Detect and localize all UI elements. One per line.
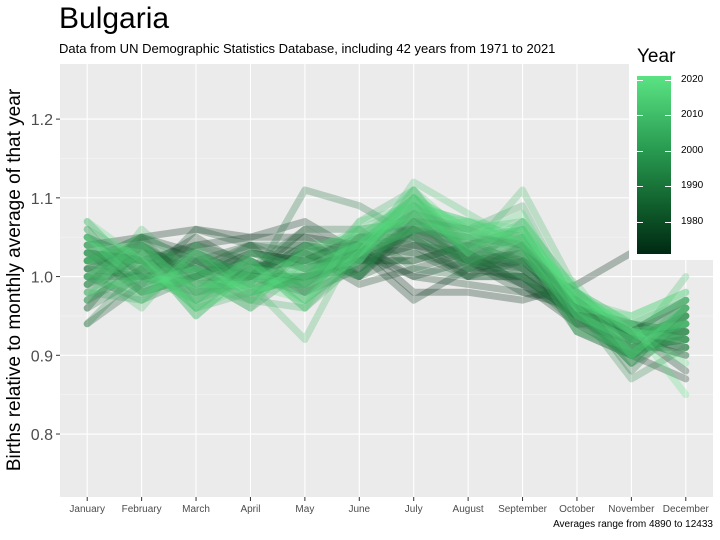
series-line-1971	[83, 225, 690, 304]
major-gridlines	[60, 64, 713, 497]
legend-tick-label: 2000	[681, 144, 704, 156]
series-line-1999	[83, 225, 690, 343]
x-tick-label: June	[348, 504, 370, 515]
series-line-1976	[83, 233, 690, 343]
series-line-2008	[83, 186, 690, 367]
series-line-1987	[83, 241, 690, 359]
chart-caption: Averages range from 4890 to 12433	[553, 519, 713, 530]
series-line-1998	[83, 194, 690, 383]
series-line-1982	[83, 241, 690, 343]
x-tick-label: September	[498, 504, 548, 515]
series-line-1994	[83, 202, 690, 359]
legend-tick-mark	[665, 186, 671, 188]
x-tick-label: December	[663, 504, 710, 515]
series-line-1985	[83, 233, 690, 336]
legend-tick-label: 1990	[681, 180, 704, 192]
y-tick-label: 0.8	[31, 427, 53, 444]
legend-tick-mark	[637, 186, 643, 188]
series-line-1979	[83, 241, 690, 336]
series-line-1989	[83, 218, 690, 336]
legend-tick-mark	[665, 79, 671, 81]
chart-title: Bulgaria	[59, 2, 170, 35]
legend-tick-mark	[637, 115, 643, 117]
legend-tick-label: 1980	[681, 215, 704, 227]
series-line-2006	[83, 202, 690, 359]
x-tick-label: February	[122, 504, 162, 515]
series-line-1988	[83, 233, 690, 375]
x-tick-label: November	[608, 504, 655, 515]
series-line-1975	[83, 233, 690, 336]
y-tick-label: 1.0	[31, 270, 53, 287]
minor-gridlines	[60, 158, 713, 395]
legend-title: Year	[637, 46, 676, 67]
legend-colorbar	[637, 76, 671, 254]
legend-tick-mark	[637, 150, 643, 152]
series-line-2019	[83, 210, 690, 320]
y-axis-ticks: 0.8 0.9 1.0 1.1 1.2	[31, 112, 60, 444]
series-line-1986	[83, 218, 690, 351]
series-line-1996	[83, 233, 690, 336]
series-line-2013	[83, 178, 690, 359]
series-line-2016	[83, 202, 690, 328]
y-tick-label: 1.1	[31, 191, 53, 208]
series-line-2001	[83, 218, 690, 343]
x-tick-label: August	[453, 504, 484, 515]
series-line-2004	[83, 186, 690, 351]
series-line-1973	[83, 218, 690, 375]
y-tick-label: 1.2	[31, 112, 53, 129]
series-line-2020	[83, 194, 690, 367]
series-line-1974	[83, 233, 690, 351]
series-line-2000	[83, 202, 690, 359]
series-line-2011	[83, 218, 690, 351]
series-line-1977	[83, 233, 690, 351]
series-line-2017	[83, 186, 690, 343]
series-lines	[83, 178, 690, 399]
series-line-2009	[83, 210, 690, 336]
series-line-1983	[83, 241, 690, 343]
series-line-1997	[83, 218, 690, 351]
series-line-1984	[83, 225, 690, 359]
series-line-1980	[83, 233, 690, 367]
series-line-2018	[83, 210, 690, 359]
x-tick-label: March	[182, 504, 210, 515]
x-tick-label: April	[240, 504, 260, 515]
series-line-2015	[83, 194, 690, 343]
legend-tick-mark	[637, 79, 643, 81]
series-line-1972	[83, 225, 690, 383]
series-line-1992	[83, 210, 690, 351]
series-line-2014	[83, 210, 690, 320]
series-line-1991	[83, 186, 690, 359]
legend-tick-mark	[637, 221, 643, 223]
series-line-2007	[83, 194, 690, 343]
legend-tick-label: 2020	[681, 73, 704, 85]
legend-tick-mark	[665, 115, 671, 117]
color-legend: Year 1980 1990 2000 2010 2020	[629, 44, 715, 260]
x-tick-label: January	[69, 504, 105, 515]
x-axis-ticks: January February March April May June July Augu…	[69, 497, 710, 515]
plot-panel	[60, 64, 713, 497]
chart-subtitle: Data from UN Demographic Statistics Data…	[59, 41, 556, 56]
series-line-1978	[83, 225, 690, 359]
series-line-1990	[83, 225, 690, 343]
x-tick-label: May	[295, 504, 314, 515]
series-line-1995	[83, 210, 690, 367]
legend-tick-mark	[665, 221, 671, 223]
x-tick-label: October	[559, 504, 595, 515]
legend-tick-mark	[665, 150, 671, 152]
series-line-2003	[83, 225, 690, 351]
series-line-2010	[83, 186, 690, 343]
series-line-1993	[83, 225, 690, 359]
series-line-2002	[83, 210, 690, 359]
series-line-1981	[83, 225, 690, 359]
legend-tick-label: 2010	[681, 109, 704, 121]
y-tick-label: 0.9	[31, 348, 53, 365]
series-line-2005	[83, 202, 690, 343]
series-line-2012	[83, 202, 690, 336]
x-tick-label: July	[405, 504, 423, 515]
series-line-2021	[83, 202, 690, 399]
